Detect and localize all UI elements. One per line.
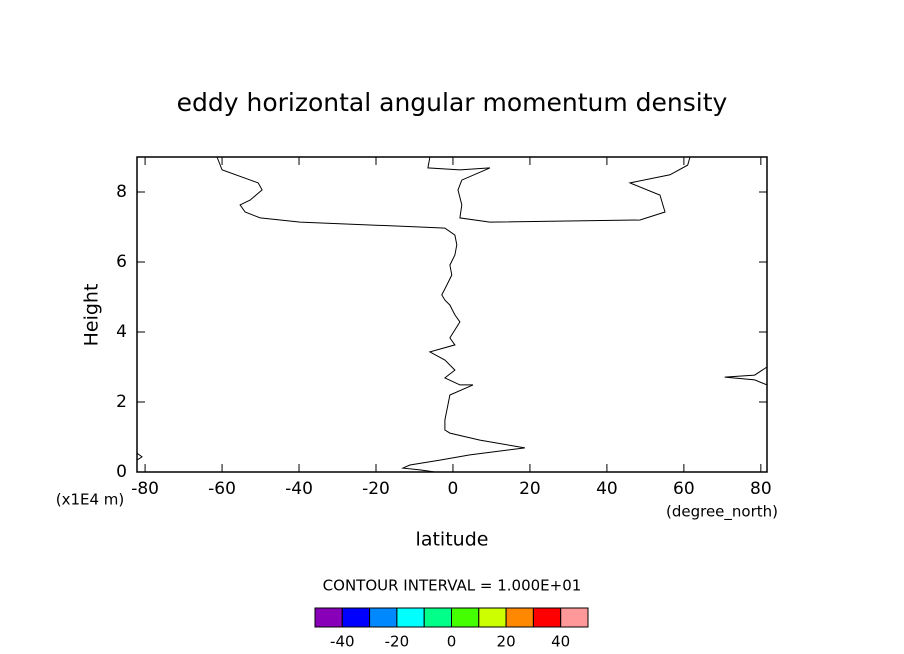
colorbar-box bbox=[451, 607, 480, 628]
chart-title: eddy horizontal angular momentum density bbox=[177, 88, 728, 117]
y-tick-label: 4 bbox=[116, 322, 127, 342]
plot-frame bbox=[136, 156, 768, 473]
x-tick-label: 80 bbox=[750, 479, 772, 499]
colorbar-box bbox=[423, 607, 453, 628]
contour-line bbox=[216, 156, 525, 473]
x-unit: (degree_north) bbox=[666, 503, 778, 522]
colorbar-box bbox=[314, 607, 343, 628]
contour-line bbox=[136, 452, 143, 461]
colorbar-label: 20 bbox=[497, 633, 516, 651]
y-tick-label: 8 bbox=[116, 182, 127, 202]
contour-line bbox=[724, 366, 768, 386]
contour-line bbox=[427, 156, 691, 223]
colorbar-box bbox=[505, 607, 534, 628]
x-tick-label: 60 bbox=[673, 479, 695, 499]
y-tick-label: 6 bbox=[116, 252, 127, 272]
x-tick-label: 0 bbox=[448, 479, 459, 499]
colorbar-label: 0 bbox=[447, 633, 457, 651]
x-tick-label: -40 bbox=[285, 479, 313, 499]
x-axis-label: latitude bbox=[416, 529, 489, 551]
colorbar-label: 40 bbox=[551, 633, 570, 651]
colorbar-label: -20 bbox=[385, 633, 410, 651]
colorbar-box bbox=[396, 607, 425, 628]
x-tick-label: 40 bbox=[596, 479, 618, 499]
x-tick-label: 20 bbox=[519, 479, 541, 499]
colorbar-box bbox=[532, 607, 562, 628]
colorbar-label: -40 bbox=[330, 633, 355, 651]
colorbar-box bbox=[369, 607, 398, 628]
contour-interval: CONTOUR INTERVAL = 1.000E+01 bbox=[323, 577, 582, 595]
x-tick-label: -20 bbox=[362, 479, 390, 499]
colorbar-box bbox=[478, 607, 507, 628]
x-tick-label: -80 bbox=[131, 479, 159, 499]
x-tick-label: -60 bbox=[208, 479, 236, 499]
y-tick-label: 2 bbox=[116, 392, 127, 412]
y-unit: (x1E4 m) bbox=[56, 491, 125, 509]
colorbar-box bbox=[341, 607, 371, 628]
colorbar-box bbox=[560, 607, 589, 628]
y-tick-label: 0 bbox=[116, 462, 127, 482]
y-axis-label: Height bbox=[81, 284, 103, 347]
